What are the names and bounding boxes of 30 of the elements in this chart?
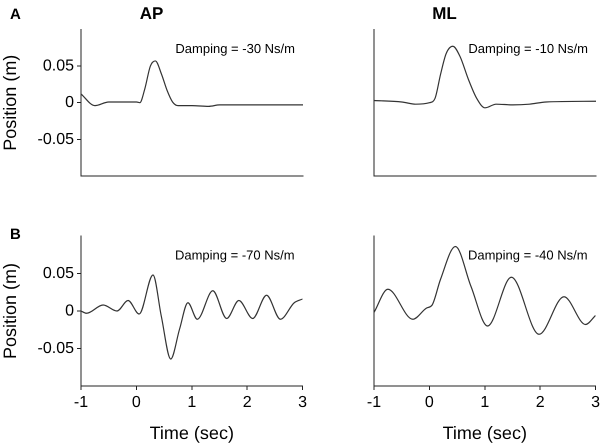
y-tick-label: -0.05 <box>38 130 74 148</box>
text: B <box>10 226 21 244</box>
text: A <box>10 6 21 24</box>
chart-title: ML <box>432 4 457 23</box>
y-axis-title: Position (m) <box>0 262 20 360</box>
y-tick-label: 0.05 <box>42 57 74 74</box>
x-tick-label: -1 <box>74 394 88 412</box>
x-tick-label: 0 <box>424 394 434 412</box>
y-tick-label: -0.05 <box>38 340 74 357</box>
x-tick-label: 2 <box>536 394 545 412</box>
x-tick-label: 3 <box>298 394 308 412</box>
x-tick-label: 0 <box>132 394 141 412</box>
y-axis-title: Position (m) <box>0 54 20 151</box>
y-tick-label: 0.05 <box>42 264 74 282</box>
chart-title: AP <box>140 4 164 23</box>
y-tick-label: 0 <box>65 302 74 320</box>
annotation: Damping = -70 Ns/m <box>174 248 295 263</box>
x-tick-label: 2 <box>242 394 252 412</box>
annotation: Damping = -30 Ns/m <box>175 40 295 56</box>
x-axis-title: Time (sec) <box>150 423 234 444</box>
y-tick-label: 0 <box>65 94 74 112</box>
annotation: Damping = -10 Ns/m <box>468 40 588 56</box>
line-series <box>81 60 303 107</box>
line-series <box>81 274 303 360</box>
x-tick-label: 3 <box>591 394 600 412</box>
x-tick-label: -1 <box>366 394 382 412</box>
x-tick-label: 1 <box>480 394 490 412</box>
x-tick-label: 1 <box>187 394 196 412</box>
annotation: Damping = -40 Ns/m <box>468 248 588 263</box>
x-axis-title: Time (sec) <box>442 423 527 444</box>
